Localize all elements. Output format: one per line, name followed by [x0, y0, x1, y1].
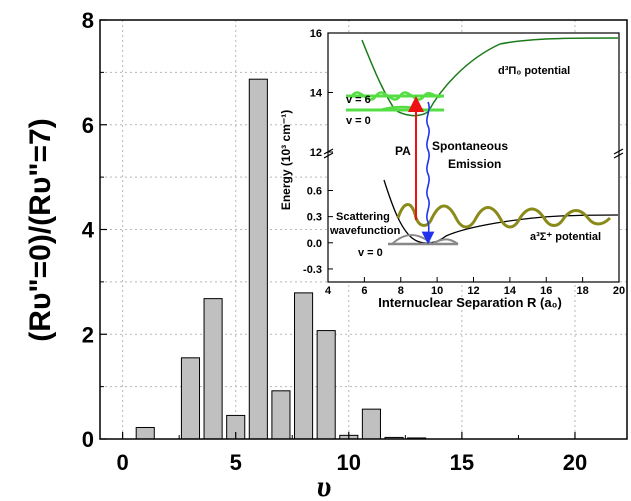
- main-y-ticks: 0 2 4 6 8: [82, 8, 107, 452]
- inset-x-axis-label: Internuclear Separation R (a₀): [378, 295, 562, 310]
- main-x-ticks: 0 5 10 15 20: [116, 432, 587, 475]
- inset-x-tick-label: 20: [613, 285, 625, 297]
- inset-y-tick-label: 14: [310, 88, 323, 100]
- bar-v3: [180, 357, 201, 440]
- bar-v1: [135, 426, 155, 440]
- bar-v6: [248, 78, 268, 440]
- inset-x-tick-label: 10: [431, 285, 443, 297]
- inset-x-tick-label: 12: [467, 285, 479, 297]
- main-y-tick-label: 4: [82, 218, 95, 243]
- inset-x-tick-label: 16: [540, 285, 552, 297]
- inset-y-tick-label: 16: [310, 28, 322, 40]
- label-pa: PA: [395, 144, 411, 158]
- inset-y-tick-label: 0.6: [307, 186, 322, 198]
- main-y-tick-label: 2: [82, 322, 94, 347]
- main-y-tick-label: 6: [82, 113, 94, 138]
- inset-x-tick-label: 8: [398, 285, 404, 297]
- inset-x-tick-label: 14: [504, 285, 517, 297]
- a-potential-curve: [383, 179, 619, 244]
- v6-wavefunction: [350, 91, 443, 101]
- inset-y-tick-label: 0.0: [307, 238, 322, 250]
- label-scattering: Scattering: [336, 211, 390, 223]
- inset-y-tick-label: 12: [310, 147, 322, 159]
- main-y-tick-label: 8: [82, 8, 94, 33]
- bar-v4: [203, 298, 223, 440]
- main-x-axis-label: υ: [317, 470, 332, 501]
- label-v6: v = 6: [346, 94, 371, 106]
- main-x-tick-label: 10: [337, 450, 361, 475]
- emission-arrow: [421, 101, 435, 245]
- inset-x-tick-label: 18: [577, 285, 589, 297]
- label-v0-upper: v = 0: [346, 115, 371, 127]
- label-emission: Emission: [448, 157, 501, 171]
- main-x-tick-label: 0: [116, 450, 128, 475]
- inset-x-ticks: 4 6 8 10 12 14 16 18 20: [325, 277, 625, 297]
- axis-break-right-bottom: [613, 152, 624, 159]
- main-x-tick-label: 15: [450, 450, 474, 475]
- axis-break-right-top: [613, 148, 624, 155]
- label-v0-lower: v = 0: [358, 247, 383, 259]
- main-x-tick-label: 20: [563, 450, 587, 475]
- label-a-potential: a³Σ⁺ potential: [530, 231, 601, 243]
- main-x-tick-label: 5: [230, 450, 242, 475]
- inset-y-tick-label: -0.3: [303, 264, 322, 276]
- bar-v7: [271, 390, 291, 440]
- main-y-axis-label: (Rυ"=0)/(Rυ"=7): [24, 118, 57, 341]
- bar-v9: [316, 330, 336, 440]
- scattering-wavefunction: [396, 203, 612, 229]
- inset-y-tick-label: 0.3: [307, 212, 322, 224]
- bar-v11: [361, 408, 381, 440]
- inset-x-tick-label: 4: [325, 285, 332, 297]
- label-wavefunction: wavefunction: [329, 225, 401, 237]
- inset-y-axis-label: Energy (10³ cm⁻¹): [279, 110, 293, 210]
- bar-v8: [294, 292, 314, 440]
- label-spontaneous: Spontaneous: [432, 139, 508, 153]
- label-d-potential: d³Π₀ potential: [498, 65, 570, 77]
- main-y-tick-label: 0: [82, 427, 94, 452]
- inset-x-tick-label: 6: [361, 285, 367, 297]
- inset-y-ticks: 12 14 16 -0.3 0.0 0.3 0.6: [303, 28, 333, 276]
- axis-break-left-bottom: [323, 152, 334, 159]
